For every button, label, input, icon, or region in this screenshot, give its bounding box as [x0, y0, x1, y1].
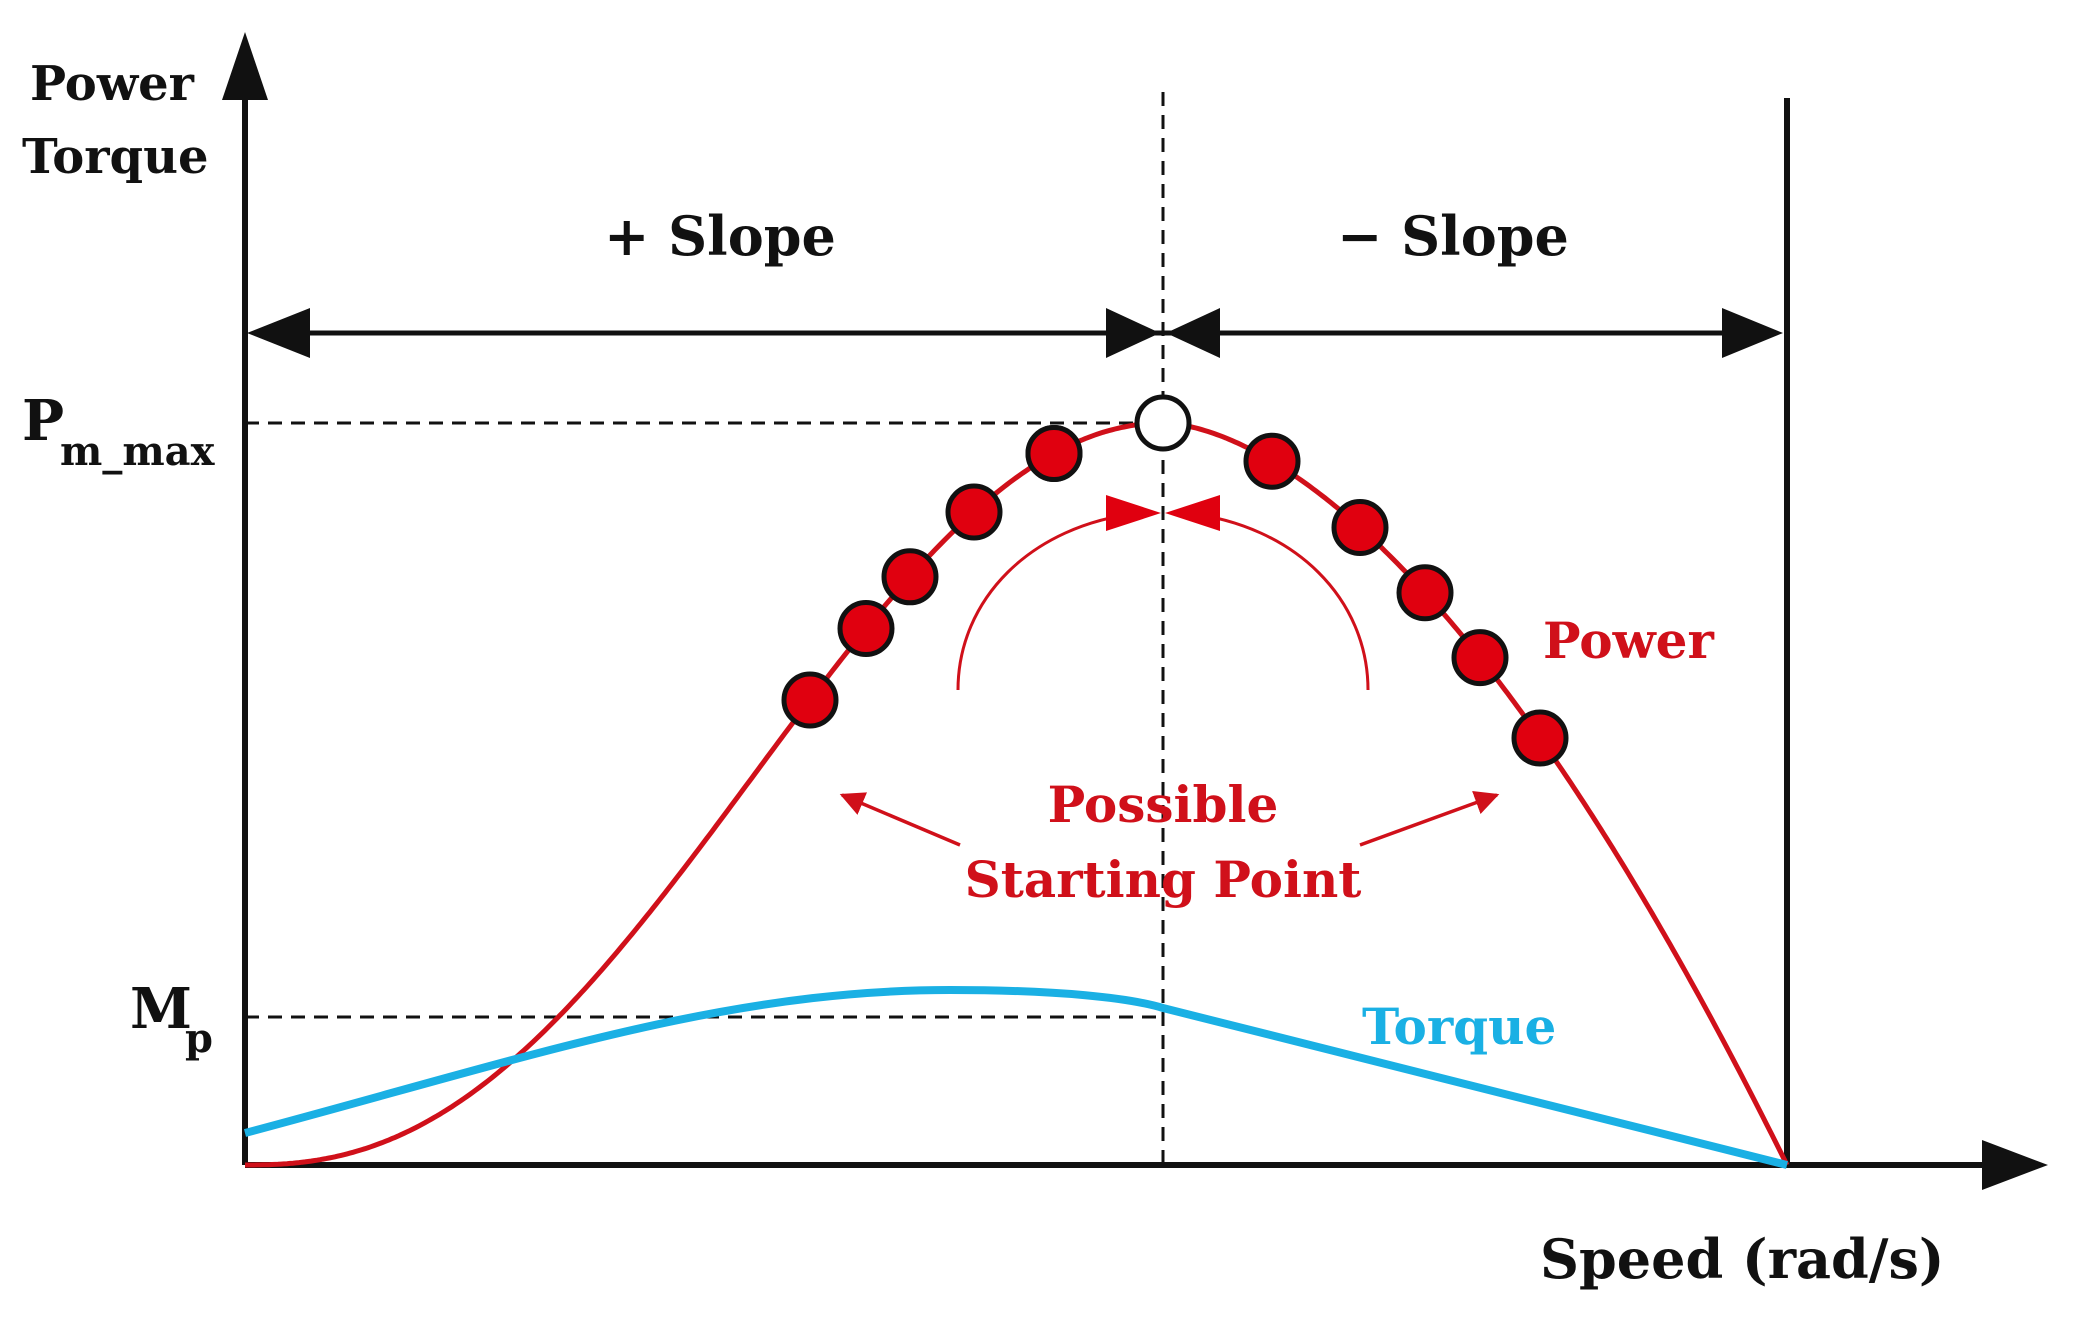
y-axis-label-power: Power — [30, 56, 195, 112]
positive-slope-label: + Slope — [604, 204, 836, 268]
left-starting-arrow — [839, 792, 961, 847]
right-converge-arrowhead-icon — [1165, 495, 1220, 531]
y-axis-arrow-icon — [222, 32, 268, 100]
torque-curve — [243, 986, 1788, 1169]
mp-label: M — [130, 976, 192, 1042]
right-marker-point — [1396, 564, 1454, 622]
starting-point-arrows — [839, 791, 1500, 847]
mp-subscript: p — [185, 1015, 213, 1062]
left-converge-arrowhead-icon — [1106, 495, 1161, 531]
right-marker-point — [1451, 629, 1509, 687]
right-marker-point — [1243, 432, 1301, 490]
right-starting-arrow — [1359, 791, 1500, 847]
x-axis-label: Speed (rad/s) — [1540, 1227, 1944, 1291]
left-marker-point — [837, 599, 895, 657]
right-convergence-arc — [1185, 511, 1370, 691]
left-convergence-arc — [956, 511, 1141, 691]
starting-point-label-line2: Starting Point — [965, 850, 1362, 909]
torque-curve-label: Torque — [1362, 997, 1556, 1056]
left-arrowhead-icon — [247, 308, 310, 358]
axes — [222, 32, 2048, 1190]
power-curve-markers — [781, 394, 1569, 767]
right-marker-point — [1511, 709, 1569, 767]
max-power-point-marker — [1134, 394, 1192, 452]
pmax-subscript: m_max — [60, 428, 216, 475]
left-marker-point — [881, 548, 939, 606]
center-left-arrowhead-icon — [1106, 308, 1160, 358]
center-right-arrowhead-icon — [1166, 308, 1220, 358]
y-axis-label-torque: Torque — [22, 129, 209, 185]
pmax-label: P — [22, 388, 64, 454]
left-marker-point — [1025, 425, 1083, 483]
negative-slope-label: − Slope — [1337, 204, 1569, 268]
reference-lines — [245, 92, 1165, 1165]
left-marker-point — [945, 483, 1003, 541]
convergence-arcs — [956, 495, 1370, 691]
right-marker-point — [1331, 499, 1389, 557]
left-marker-point — [781, 671, 839, 729]
right-arrowhead-icon — [1722, 308, 1783, 358]
starting-point-label-line1: Possible — [1048, 775, 1279, 834]
power-curve-label: Power — [1543, 611, 1714, 670]
slope-region-arrows — [247, 308, 1783, 358]
x-axis-arrow-icon — [1982, 1140, 2048, 1190]
